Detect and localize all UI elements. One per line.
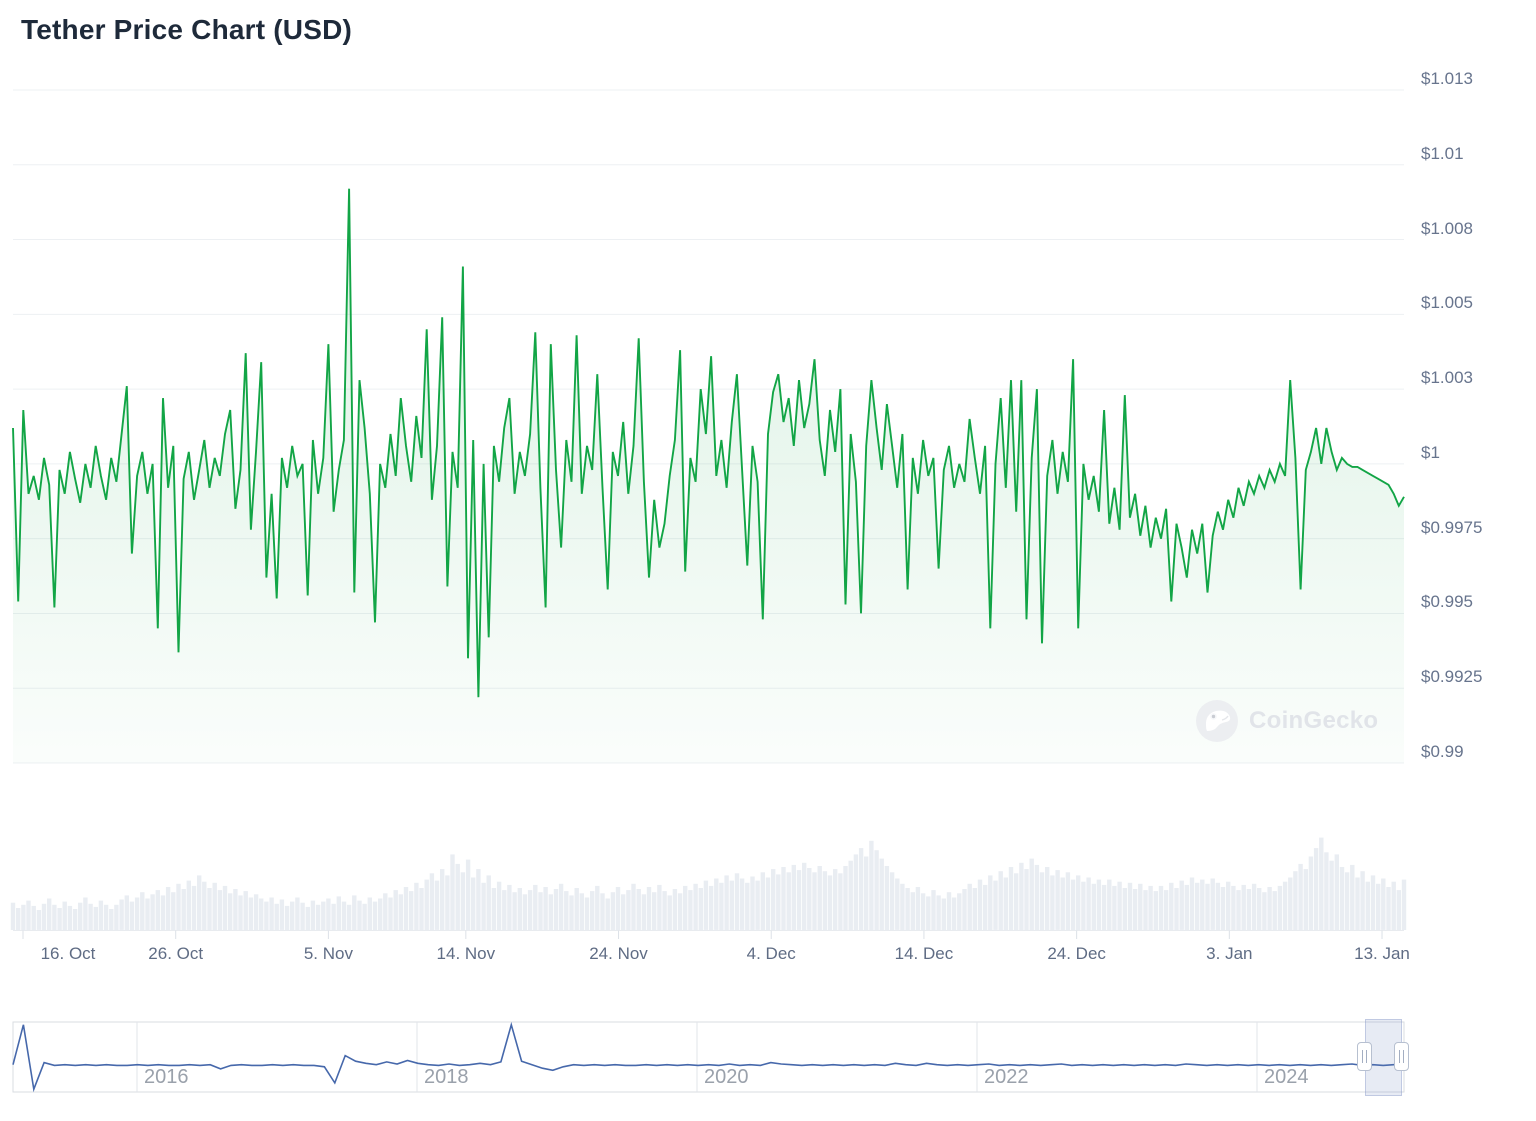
y-tick-label: $1.01 [1421, 143, 1464, 163]
price-line [12, 188, 1405, 698]
y-tick-label: $0.99 [1421, 742, 1464, 761]
x-tick-label: 3. Jan [1206, 944, 1253, 963]
x-tick-label: 14. Dec [894, 944, 954, 963]
price-volume-chart [10, 89, 1407, 939]
navigator-year-label: 2022 [984, 1066, 1029, 1088]
navigator-year-label: 2016 [144, 1066, 189, 1088]
x-tick-label: 13. Jan [1354, 944, 1410, 963]
x-tick-label: 24. Nov [589, 944, 648, 963]
y-tick-label: $0.995 [1421, 592, 1473, 612]
x-tick-label: 26. Oct [148, 944, 204, 963]
coingecko-logo-icon [1196, 700, 1238, 742]
page-title: Tether Price Chart (USD) [21, 14, 353, 45]
x-tick-label: 4. Dec [746, 944, 796, 963]
navigator-year-label: 2020 [704, 1066, 749, 1088]
navigator-chart[interactable] [0, 1005, 1536, 1121]
x-tick-label: 16. Oct [40, 944, 96, 963]
navigator-year-label: 2024 [1264, 1066, 1309, 1088]
y-tick-label: $1.008 [1421, 218, 1473, 238]
navigator-line [12, 1021, 1404, 1093]
navigator-year-gridlines [136, 1022, 1258, 1092]
navigator-year-label: 2018 [424, 1066, 469, 1088]
price-chart-plot-area[interactable] [13, 90, 1404, 930]
watermark-text: CoinGecko [1249, 707, 1379, 734]
y-tick-label: $1.013 [1421, 69, 1473, 88]
navigator-right-handle[interactable] [1394, 1042, 1409, 1071]
y-tick-label: $1.003 [1421, 368, 1473, 388]
volume-bars [10, 837, 1407, 931]
x-tick-label: 24. Dec [1047, 944, 1106, 963]
price-area-fill [13, 188, 1404, 763]
x-axis-ticks [22, 930, 1383, 939]
y-tick-label: $0.9975 [1421, 517, 1483, 537]
navigator-left-handle[interactable] [1357, 1042, 1372, 1071]
y-tick-label: $1 [1421, 442, 1440, 462]
x-tick-label: 5. Nov [303, 944, 353, 963]
y-tick-label: $1.005 [1421, 293, 1473, 313]
coingecko-watermark: CoinGecko [1196, 700, 1378, 742]
x-tick-label: 14. Nov [436, 944, 496, 963]
y-tick-label: $0.9925 [1421, 667, 1483, 687]
